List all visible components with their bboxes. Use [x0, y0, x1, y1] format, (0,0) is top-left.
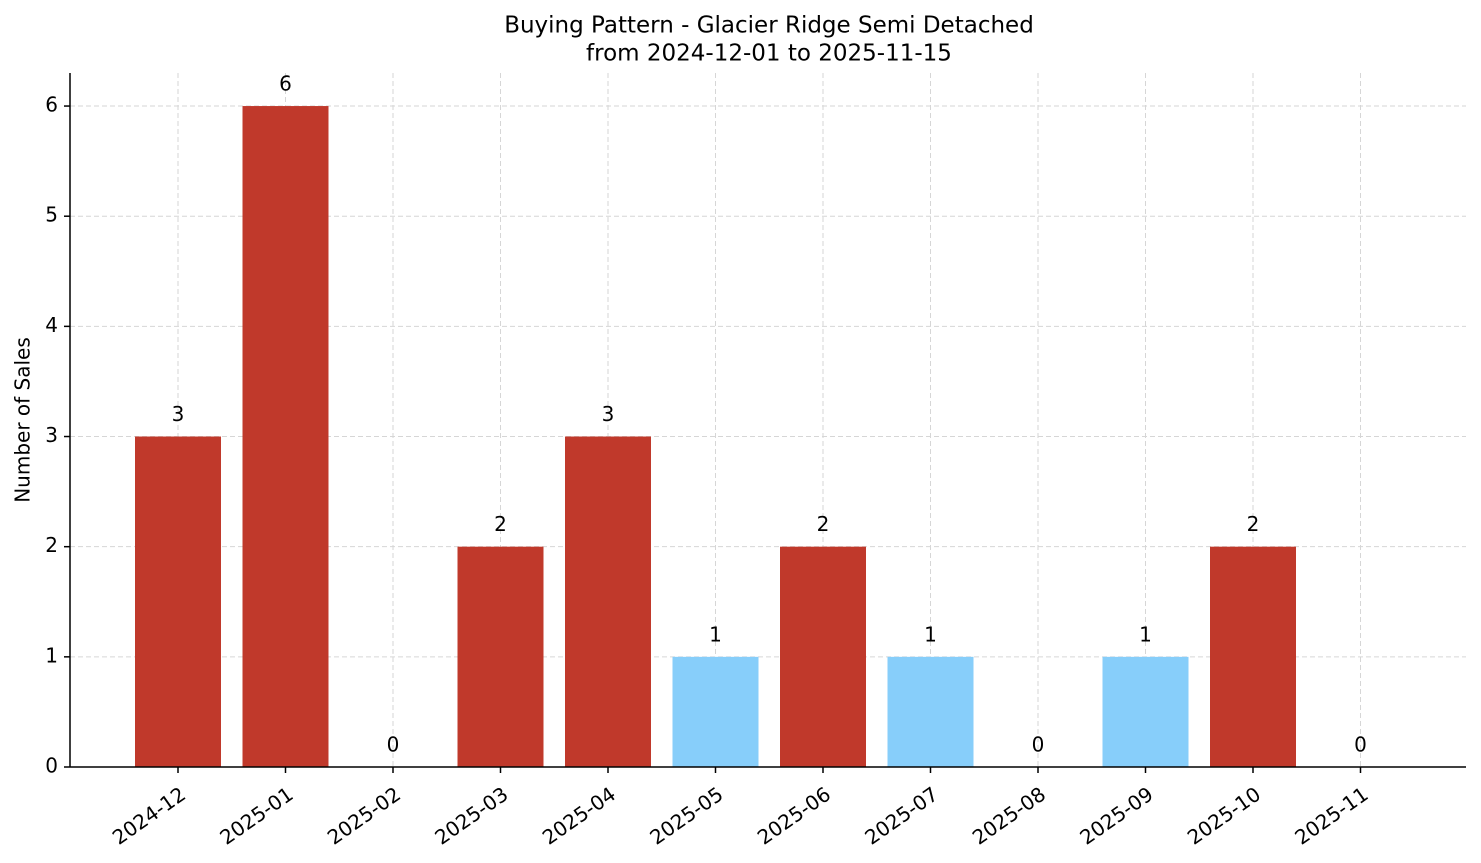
x-tick-label: 2025-06: [753, 782, 835, 850]
value-label: 3: [172, 402, 185, 426]
y-tick-label: 4: [45, 313, 58, 337]
x-tick-label: 2025-04: [538, 782, 620, 850]
x-tick-label: 2025-05: [645, 782, 727, 850]
x-tick-label: 2025-02: [323, 782, 405, 850]
value-label: 6: [279, 72, 292, 96]
bar: [780, 546, 866, 767]
y-tick-label: 2: [45, 533, 58, 557]
bar: [565, 436, 651, 767]
value-label: 1: [709, 622, 722, 646]
value-label: 3: [602, 402, 615, 426]
bars: [135, 106, 1296, 768]
x-tick-label: 2025-10: [1183, 782, 1265, 850]
value-label: 2: [494, 512, 507, 536]
value-label: 0: [1032, 733, 1045, 757]
value-label: 1: [1139, 622, 1152, 646]
value-label: 2: [817, 512, 830, 536]
y-tick-label: 1: [45, 643, 58, 667]
y-tick-label: 5: [45, 203, 58, 227]
x-tick-label: 2025-07: [860, 782, 942, 850]
bar: [135, 436, 221, 767]
x-tick-label: 2025-03: [430, 782, 512, 850]
bar: [1102, 656, 1189, 767]
chart-subtitle: from 2024-12-01 to 2025-11-15: [586, 41, 952, 67]
bar: [457, 546, 544, 767]
bar: [672, 656, 759, 767]
x-tick-label: 2025-11: [1290, 782, 1372, 850]
bar: [1210, 546, 1296, 767]
y-tick-label: 3: [45, 423, 58, 447]
y-tick-label: 6: [45, 93, 58, 117]
x-tick-label: 2025-01: [215, 782, 297, 850]
x-tick-label: 2024-12: [108, 782, 190, 850]
x-tick-label: 2025-09: [1075, 782, 1157, 850]
bar: [887, 656, 974, 767]
x-tick-label: 2025-08: [968, 782, 1050, 850]
value-label: 1: [924, 622, 937, 646]
y-tick-label: 0: [45, 754, 58, 778]
chart-title: Buying Pattern - Glacier Ridge Semi Deta…: [504, 13, 1034, 39]
y-axis-label: Number of Sales: [11, 337, 35, 503]
bar: [242, 106, 329, 768]
value-label: 2: [1247, 512, 1260, 536]
value-label: 0: [1354, 733, 1367, 757]
value-label: 0: [387, 733, 400, 757]
